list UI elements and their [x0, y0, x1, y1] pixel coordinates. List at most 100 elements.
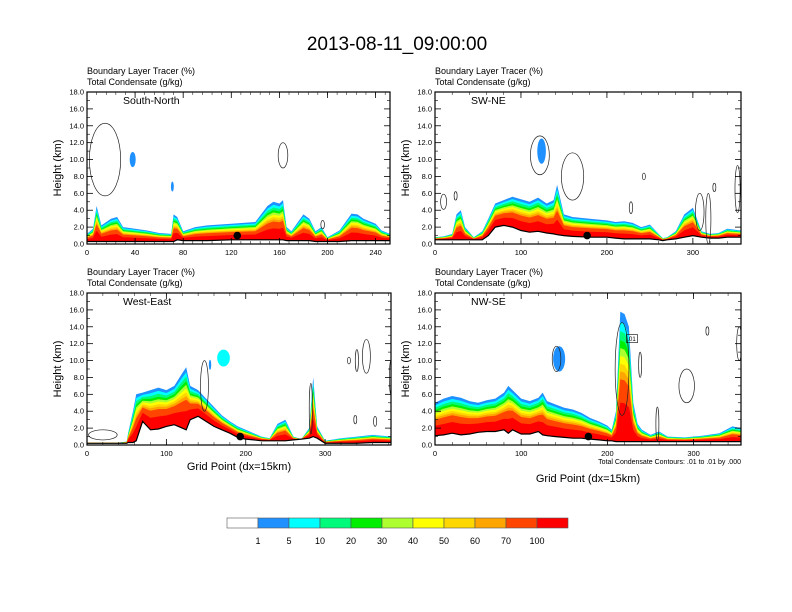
- panel-label: South-North: [123, 95, 180, 107]
- panel-subtitle-tracer: Boundary Layer Tracer (%): [435, 267, 543, 277]
- panel-south-north: Boundary Layer Tracer (%)Total Condensat…: [52, 66, 391, 257]
- y-tick-label: 16.0: [417, 104, 432, 113]
- colorbar-swatch: [257, 517, 290, 529]
- y-tick-label: 10.0: [69, 155, 84, 164]
- y-tick-label: 16.0: [69, 104, 84, 113]
- x-tick-label: 300: [687, 449, 700, 458]
- terrain-fill: [435, 429, 741, 445]
- y-tick-label: 6.0: [422, 390, 432, 399]
- condensate-contour: [200, 360, 209, 412]
- panel-label: West-East: [123, 296, 171, 308]
- condensate-contour: [277, 142, 289, 169]
- condensate-contour: [678, 368, 695, 404]
- colorbar: 1 5 10 20 30 40 50 60 70 100: [226, 517, 569, 546]
- y-tick-label: 0.0: [422, 240, 432, 249]
- y-tick-label: 12.0: [417, 138, 432, 147]
- condensate-contour: [561, 152, 585, 201]
- y-tick-label: 10.0: [417, 356, 432, 365]
- terrain-line: [435, 429, 741, 443]
- y-tick-label: 8.0: [74, 373, 84, 382]
- panels: Boundary Layer Tracer (%)Total Condensat…: [52, 66, 742, 485]
- y-axis-title: Height (km): [52, 341, 64, 398]
- y-axis-title: Height (km): [400, 341, 412, 398]
- y-tick-label: 10.0: [69, 356, 84, 365]
- y-tick-label: 0.0: [74, 441, 84, 450]
- x-tick-label: 200: [601, 449, 614, 458]
- x-tick-label: 0: [433, 449, 437, 458]
- x-axis-title: Grid Point (dx=15km): [536, 473, 640, 485]
- x-tick-label: 80: [179, 248, 187, 257]
- colorbar-swatch: [474, 517, 507, 529]
- y-tick-label: 2.0: [422, 424, 432, 433]
- condensate-contour: [655, 406, 660, 442]
- y-tick-label: 18.0: [69, 88, 84, 97]
- y-tick-label: 4.0: [422, 407, 432, 416]
- condensate-contour: [642, 172, 646, 181]
- condensate-contour: [551, 345, 562, 372]
- colorbar-swatch: [350, 517, 383, 529]
- condensate-contour: [638, 351, 642, 378]
- panel-west-east: Boundary Layer Tracer (%)Total Condensat…: [52, 267, 392, 473]
- y-tick-label: 8.0: [422, 373, 432, 382]
- condensate-contour: [734, 165, 741, 214]
- y-tick-label: 12.0: [69, 138, 84, 147]
- tracer-blob: [129, 151, 136, 168]
- contour-label: .01: [627, 337, 636, 343]
- x-tick-label: 40: [131, 248, 139, 257]
- tracer-blob: [217, 349, 230, 367]
- panel-subtitle-tracer: Boundary Layer Tracer (%): [435, 66, 543, 76]
- tracer-blob: [208, 359, 212, 370]
- y-tick-label: 10.0: [417, 155, 432, 164]
- y-tick-label: 14.0: [417, 121, 432, 130]
- panel-label: SW-NE: [471, 95, 506, 107]
- y-tick-label: 14.0: [69, 121, 84, 130]
- plot-area: .01: [435, 311, 741, 445]
- condensate-contour: [712, 182, 717, 192]
- x-axis-title: Grid Point (dx=15km): [187, 461, 291, 473]
- panel-subtitle-tracer: Boundary Layer Tracer (%): [87, 267, 195, 277]
- panel-subtitle-condensate: Total Condensate (g/kg): [435, 278, 531, 288]
- y-tick-label: 18.0: [417, 289, 432, 298]
- y-tick-label: 2.0: [74, 424, 84, 433]
- colorbar-swatch: [288, 517, 321, 529]
- y-tick-label: 6.0: [74, 390, 84, 399]
- y-tick-label: 6.0: [422, 189, 432, 198]
- terrain-line: [435, 224, 741, 242]
- x-tick-label: 100: [515, 449, 528, 458]
- colorbar-swatch: [443, 517, 476, 529]
- location-marker: [583, 231, 591, 240]
- y-tick-label: 14.0: [417, 322, 432, 331]
- tracer-blob: [537, 138, 546, 164]
- panel-subtitle-tracer: Boundary Layer Tracer (%): [87, 66, 195, 76]
- panel-subtitle-condensate: Total Condensate (g/kg): [435, 77, 531, 87]
- condensate-contour: [453, 191, 458, 201]
- condensate-contour: [695, 192, 705, 231]
- x-tick-label: 0: [433, 248, 437, 257]
- x-tick-label: 160: [273, 248, 286, 257]
- condensate-contour: [530, 135, 550, 176]
- x-tick-label: 300: [319, 449, 332, 458]
- y-axis-title: Height (km): [52, 140, 64, 197]
- condensate-contour: [308, 383, 313, 435]
- y-tick-label: 12.0: [69, 339, 84, 348]
- y-tick-label: 2.0: [74, 223, 84, 232]
- y-tick-label: 2.0: [422, 223, 432, 232]
- contour-label-box: [626, 334, 638, 343]
- colorbar-label: 100: [529, 536, 544, 546]
- y-tick-label: 6.0: [74, 189, 84, 198]
- condensate-contour: [705, 326, 710, 336]
- plot-area: [87, 339, 391, 445]
- colorbar-swatch: [381, 517, 414, 529]
- colorbar-label: 5: [286, 536, 291, 546]
- panel-label: NW-SE: [471, 296, 506, 308]
- condensate-contour: [705, 192, 712, 244]
- colorbar-label: 30: [377, 536, 387, 546]
- location-marker: [584, 432, 593, 441]
- x-tick-label: 0: [85, 449, 89, 458]
- colorbar-swatch: [505, 517, 538, 529]
- colorbar-swatch: [226, 517, 259, 529]
- colorbar-swatch: [536, 517, 569, 529]
- condensate-contour: [440, 193, 447, 210]
- x-tick-label: 120: [225, 248, 238, 257]
